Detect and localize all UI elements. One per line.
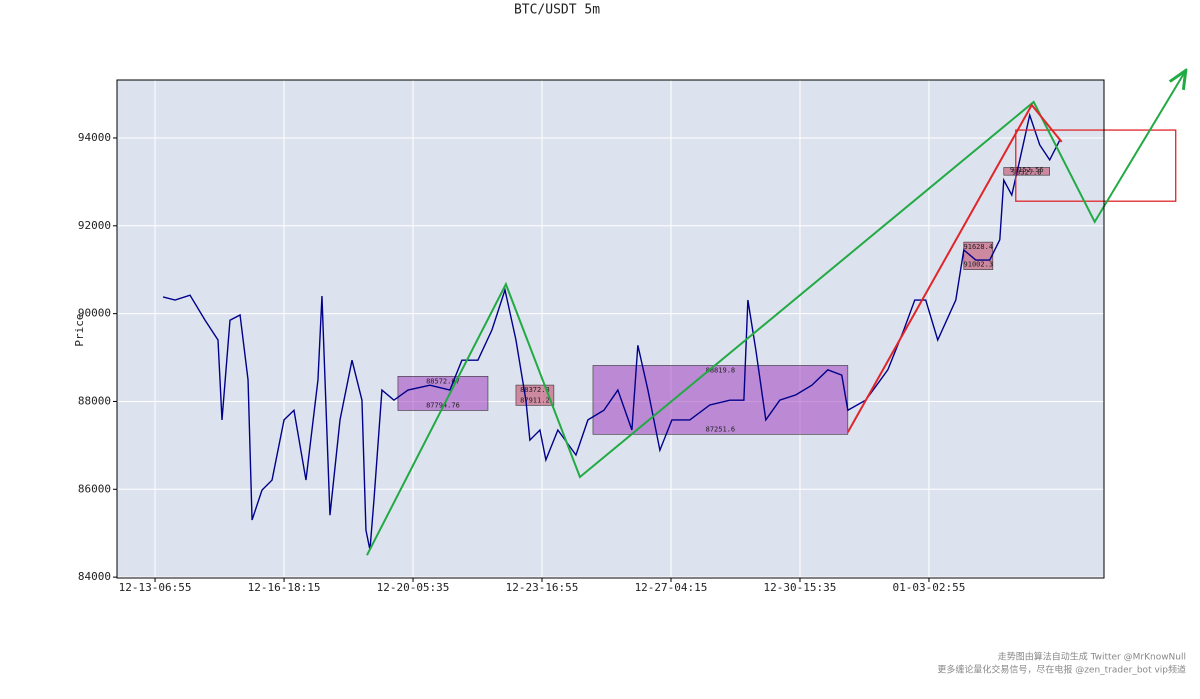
watermark: 走势图由算法自动生成 Twitter @MrKnowNull [998, 651, 1186, 663]
pivot-box [397, 376, 489, 411]
x-tick-label: 12-13-06:55 [119, 581, 192, 594]
plot-frame [116, 79, 1105, 579]
y-tick-label: 88000 [78, 394, 111, 407]
watermark: 更多缠论量化交易信号，尽在电报 @zen_trader_bot vip频道 [937, 664, 1186, 676]
box-high-label: 88572.07 [426, 377, 460, 385]
box-low-label: 87911.2 [520, 396, 550, 404]
y-tick-label: 84000 [78, 570, 111, 583]
x-tick-label: 12-30-15:35 [764, 581, 837, 594]
y-axis-label: Price [73, 313, 86, 346]
x-tick-label: 01-03-02:55 [893, 581, 966, 594]
box-low-label: 91002.3 [964, 261, 994, 269]
box-high-label: 88819.8 [706, 366, 736, 374]
x-tick-label: 12-16-18:15 [248, 581, 321, 594]
pivot-box [963, 241, 994, 270]
pivot-box [1003, 167, 1050, 176]
box-low-label: 87251.6 [706, 425, 736, 433]
x-tick-label: 12-23-16:55 [506, 581, 579, 594]
plot-area [117, 80, 1104, 578]
box-high-label: 88372.8 [520, 386, 550, 394]
box-low-label: 93152.56 [1010, 166, 1044, 174]
box-high-label: 93327.8 [1012, 168, 1042, 176]
y-tick-label: 94000 [78, 131, 111, 144]
segment-line [846, 103, 1063, 433]
box-high-label: 91628.4 [964, 243, 994, 251]
chart-title: BTC/USDT 5m [514, 3, 600, 18]
target-box [1015, 129, 1177, 202]
price-line [162, 112, 1061, 551]
y-tick-label: 92000 [78, 219, 111, 232]
segment-line [366, 72, 1185, 556]
y-tick-label: 86000 [78, 482, 111, 495]
pivot-box [592, 365, 849, 435]
x-tick-label: 12-20-05:35 [377, 581, 450, 594]
x-tick-label: 12-27-04:15 [635, 581, 708, 594]
y-tick-label: 90000 [78, 307, 111, 320]
